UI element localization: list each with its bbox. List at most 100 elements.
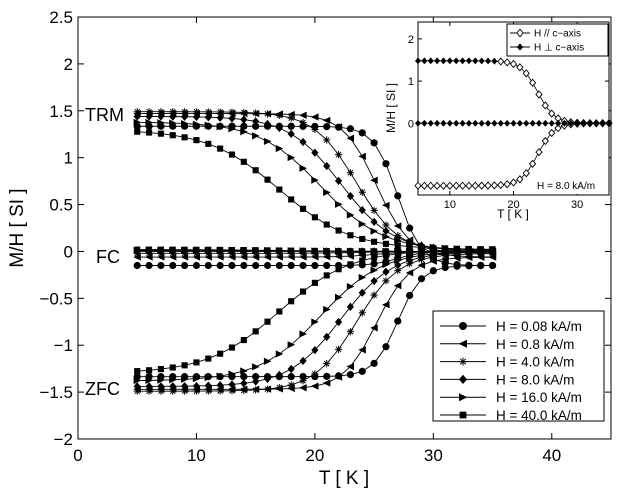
inset-data-point-shape (491, 119, 498, 127)
data-point-zfc (406, 291, 414, 299)
data-point-fc (323, 247, 330, 255)
data-point-trm (133, 112, 141, 121)
data-point-zfc (192, 387, 201, 395)
data-point-zfc (382, 277, 390, 285)
data-point-zfc-shape (488, 261, 497, 270)
data-point-fc (335, 248, 342, 255)
data-point-fc-shape (252, 261, 260, 270)
data-point-trm (192, 120, 201, 128)
data-point-trm (358, 129, 366, 137)
data-point-trm (169, 112, 177, 121)
data-point-trm (240, 115, 248, 124)
data-point-trm-shape (406, 243, 413, 250)
data-point-zfc-shape (228, 370, 236, 378)
data-point-zfc (347, 261, 354, 268)
inset-data-point-shape (433, 181, 441, 190)
inset-data-point (427, 57, 434, 65)
data-point-trm-shape (169, 119, 177, 127)
data-point-zfc (358, 288, 366, 297)
inset-data-point (509, 178, 518, 187)
data-point-zfc (381, 301, 390, 309)
data-point-trm-shape (145, 108, 153, 116)
legend-marker (458, 339, 467, 348)
data-point-zfc (417, 275, 426, 283)
data-point-fc-shape (264, 247, 271, 254)
data-point-zfc (263, 374, 272, 384)
data-point-zfc-shape (205, 355, 212, 362)
data-point-zfc-shape (263, 374, 272, 384)
data-point-fc-shape (169, 261, 177, 270)
data-point-zfc (359, 257, 366, 264)
data-point-fc (133, 261, 141, 270)
data-point-zfc-shape (252, 386, 260, 394)
data-point-zfc-shape (193, 359, 200, 366)
data-point-fc-shape (430, 248, 437, 255)
data-point-trm (334, 176, 343, 185)
data-point-fc (442, 248, 449, 255)
data-point-zfc-shape (311, 346, 319, 355)
legend-marker (459, 411, 467, 419)
data-point-trm-shape (157, 108, 165, 116)
data-point-trm (381, 201, 390, 209)
data-point-trm (358, 220, 367, 228)
data-point-fc-shape (157, 261, 165, 270)
data-point-zfc-shape (405, 269, 414, 277)
data-point-zfc (133, 387, 141, 395)
data-point-zfc (382, 343, 390, 351)
legend-marker-shape (459, 411, 467, 419)
inset-data-point (465, 181, 473, 190)
data-point-trm (382, 226, 390, 236)
data-point-zfc-shape (169, 364, 176, 371)
inset-data-point-shape (510, 119, 517, 127)
data-point-trm (347, 232, 354, 239)
data-point-fc (394, 248, 401, 255)
data-point-trm-shape (146, 129, 153, 136)
data-point-zfc (228, 370, 236, 378)
inset-data-point-shape (548, 109, 556, 118)
data-point-zfc-shape (252, 363, 260, 371)
data-point-zfc-shape (288, 298, 295, 305)
data-point-trm (216, 108, 224, 116)
data-point-zfc-shape (299, 288, 307, 295)
data-point-zfc (323, 372, 331, 380)
inset-data-point-shape (567, 119, 574, 127)
data-point-zfc (382, 260, 390, 269)
data-point-trm (169, 108, 177, 116)
data-point-zfc-shape (417, 261, 426, 269)
data-point-zfc (299, 330, 308, 338)
data-point-zfc (358, 273, 367, 282)
data-point-trm-shape (370, 139, 378, 147)
data-point-zfc (488, 261, 497, 270)
inset-data-point (452, 181, 460, 190)
inset-data-point (421, 57, 428, 65)
legend-marker (459, 393, 468, 402)
data-point-fc-shape (252, 247, 259, 254)
data-point-zfc-shape (477, 262, 485, 270)
data-point-trm (323, 221, 330, 228)
data-point-trm-shape (394, 192, 402, 200)
data-point-trm-shape (263, 110, 272, 118)
data-point-trm (382, 221, 390, 229)
data-point-zfc-shape (441, 263, 449, 272)
data-point-zfc (134, 368, 141, 375)
data-point-trm (157, 108, 165, 116)
data-point-trm-shape (252, 122, 260, 130)
data-point-fc-shape (181, 261, 189, 270)
data-point-trm (370, 217, 378, 227)
inset-data-point-shape (420, 181, 428, 190)
data-point-trm-shape (322, 116, 331, 124)
main-x-tick-label: 30 (424, 446, 443, 465)
inset-data-point-shape (434, 119, 441, 127)
data-point-zfc (370, 266, 379, 274)
data-point-zfc-shape (299, 356, 307, 366)
inset-data-point (440, 57, 447, 65)
inset-data-point-shape (548, 119, 555, 127)
legend-marker-shape (458, 339, 467, 348)
data-point-trm-shape (145, 112, 153, 121)
data-point-fc-shape (347, 248, 354, 255)
data-point-fc (181, 246, 188, 253)
main-legend-items: H = 0.08 kA/m H = 0.8 kA/m H = 4.0 kA/m H =… (440, 319, 582, 423)
data-point-zfc (157, 366, 164, 373)
inset-data-point (516, 119, 523, 127)
